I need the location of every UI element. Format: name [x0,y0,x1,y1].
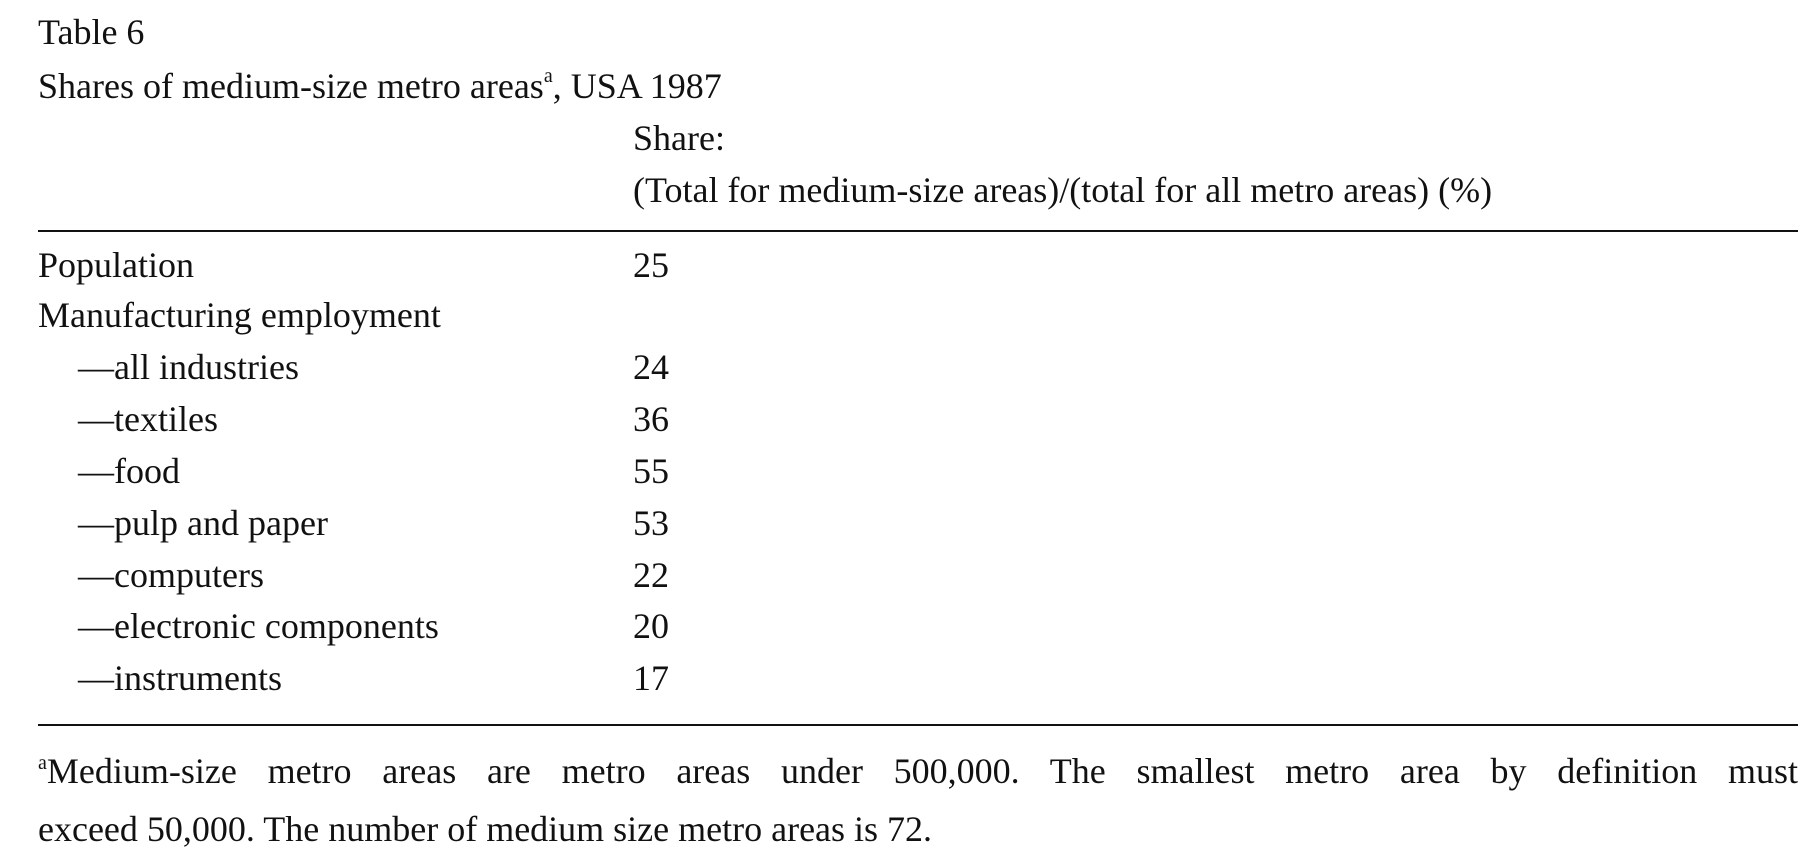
footnote-line2: exceed 50,000. The number of medium size… [38,809,933,849]
row-value: 22 [633,555,669,595]
table-number: Table 6 [38,12,145,52]
row-value: 53 [633,503,669,543]
row-value: 20 [633,606,669,646]
footnote-line1: aMedium-size metro areas are metro areas… [38,745,1798,803]
row-label: —pulp and paper [78,503,328,543]
table-row: —food 55 [38,451,1798,503]
table-row: —electronic components 20 [38,606,1798,658]
table-row: —textiles 36 [38,399,1798,451]
column-header-line2: (Total for medium-size areas)/(total for… [633,170,1493,210]
row-value: 24 [633,347,669,387]
table-title-suffix: , USA 1987 [552,66,722,106]
row-label: —textiles [78,399,218,439]
row-value: 25 [633,245,669,285]
table-row: Population 25 [38,245,1798,297]
table-row: —computers 22 [38,555,1798,607]
table-footnote: aMedium-size metro areas are metro areas… [38,745,1798,855]
footnote-line1-text: Medium-size metro areas are metro areas … [46,751,1798,791]
table-row: Manufacturing employment [38,295,1798,347]
column-header-line1: Share: [633,118,725,158]
row-label: Population [38,245,195,285]
row-label: Manufacturing employment [38,295,441,335]
row-label: —all industries [78,347,299,387]
row-label: —food [78,451,180,491]
table-title-text: Shares of medium-size metro areas [38,66,544,106]
footnote-marker: a [38,752,47,774]
row-label: —computers [78,555,264,595]
table-row: —pulp and paper 53 [38,503,1798,555]
row-value: 55 [633,451,669,491]
table-title: Shares of medium-size metro areasa, USA … [38,65,722,112]
row-value: 36 [633,399,669,439]
table-row: —instruments 17 [38,658,1798,710]
table-bottom-rule [38,724,1798,726]
row-label: —instruments [78,658,282,698]
title-footnote-marker: a [543,65,553,87]
table-top-rule [38,230,1798,232]
row-value: 17 [633,658,669,698]
table-row: —all industries 24 [38,347,1798,399]
row-label: —electronic components [78,606,439,646]
